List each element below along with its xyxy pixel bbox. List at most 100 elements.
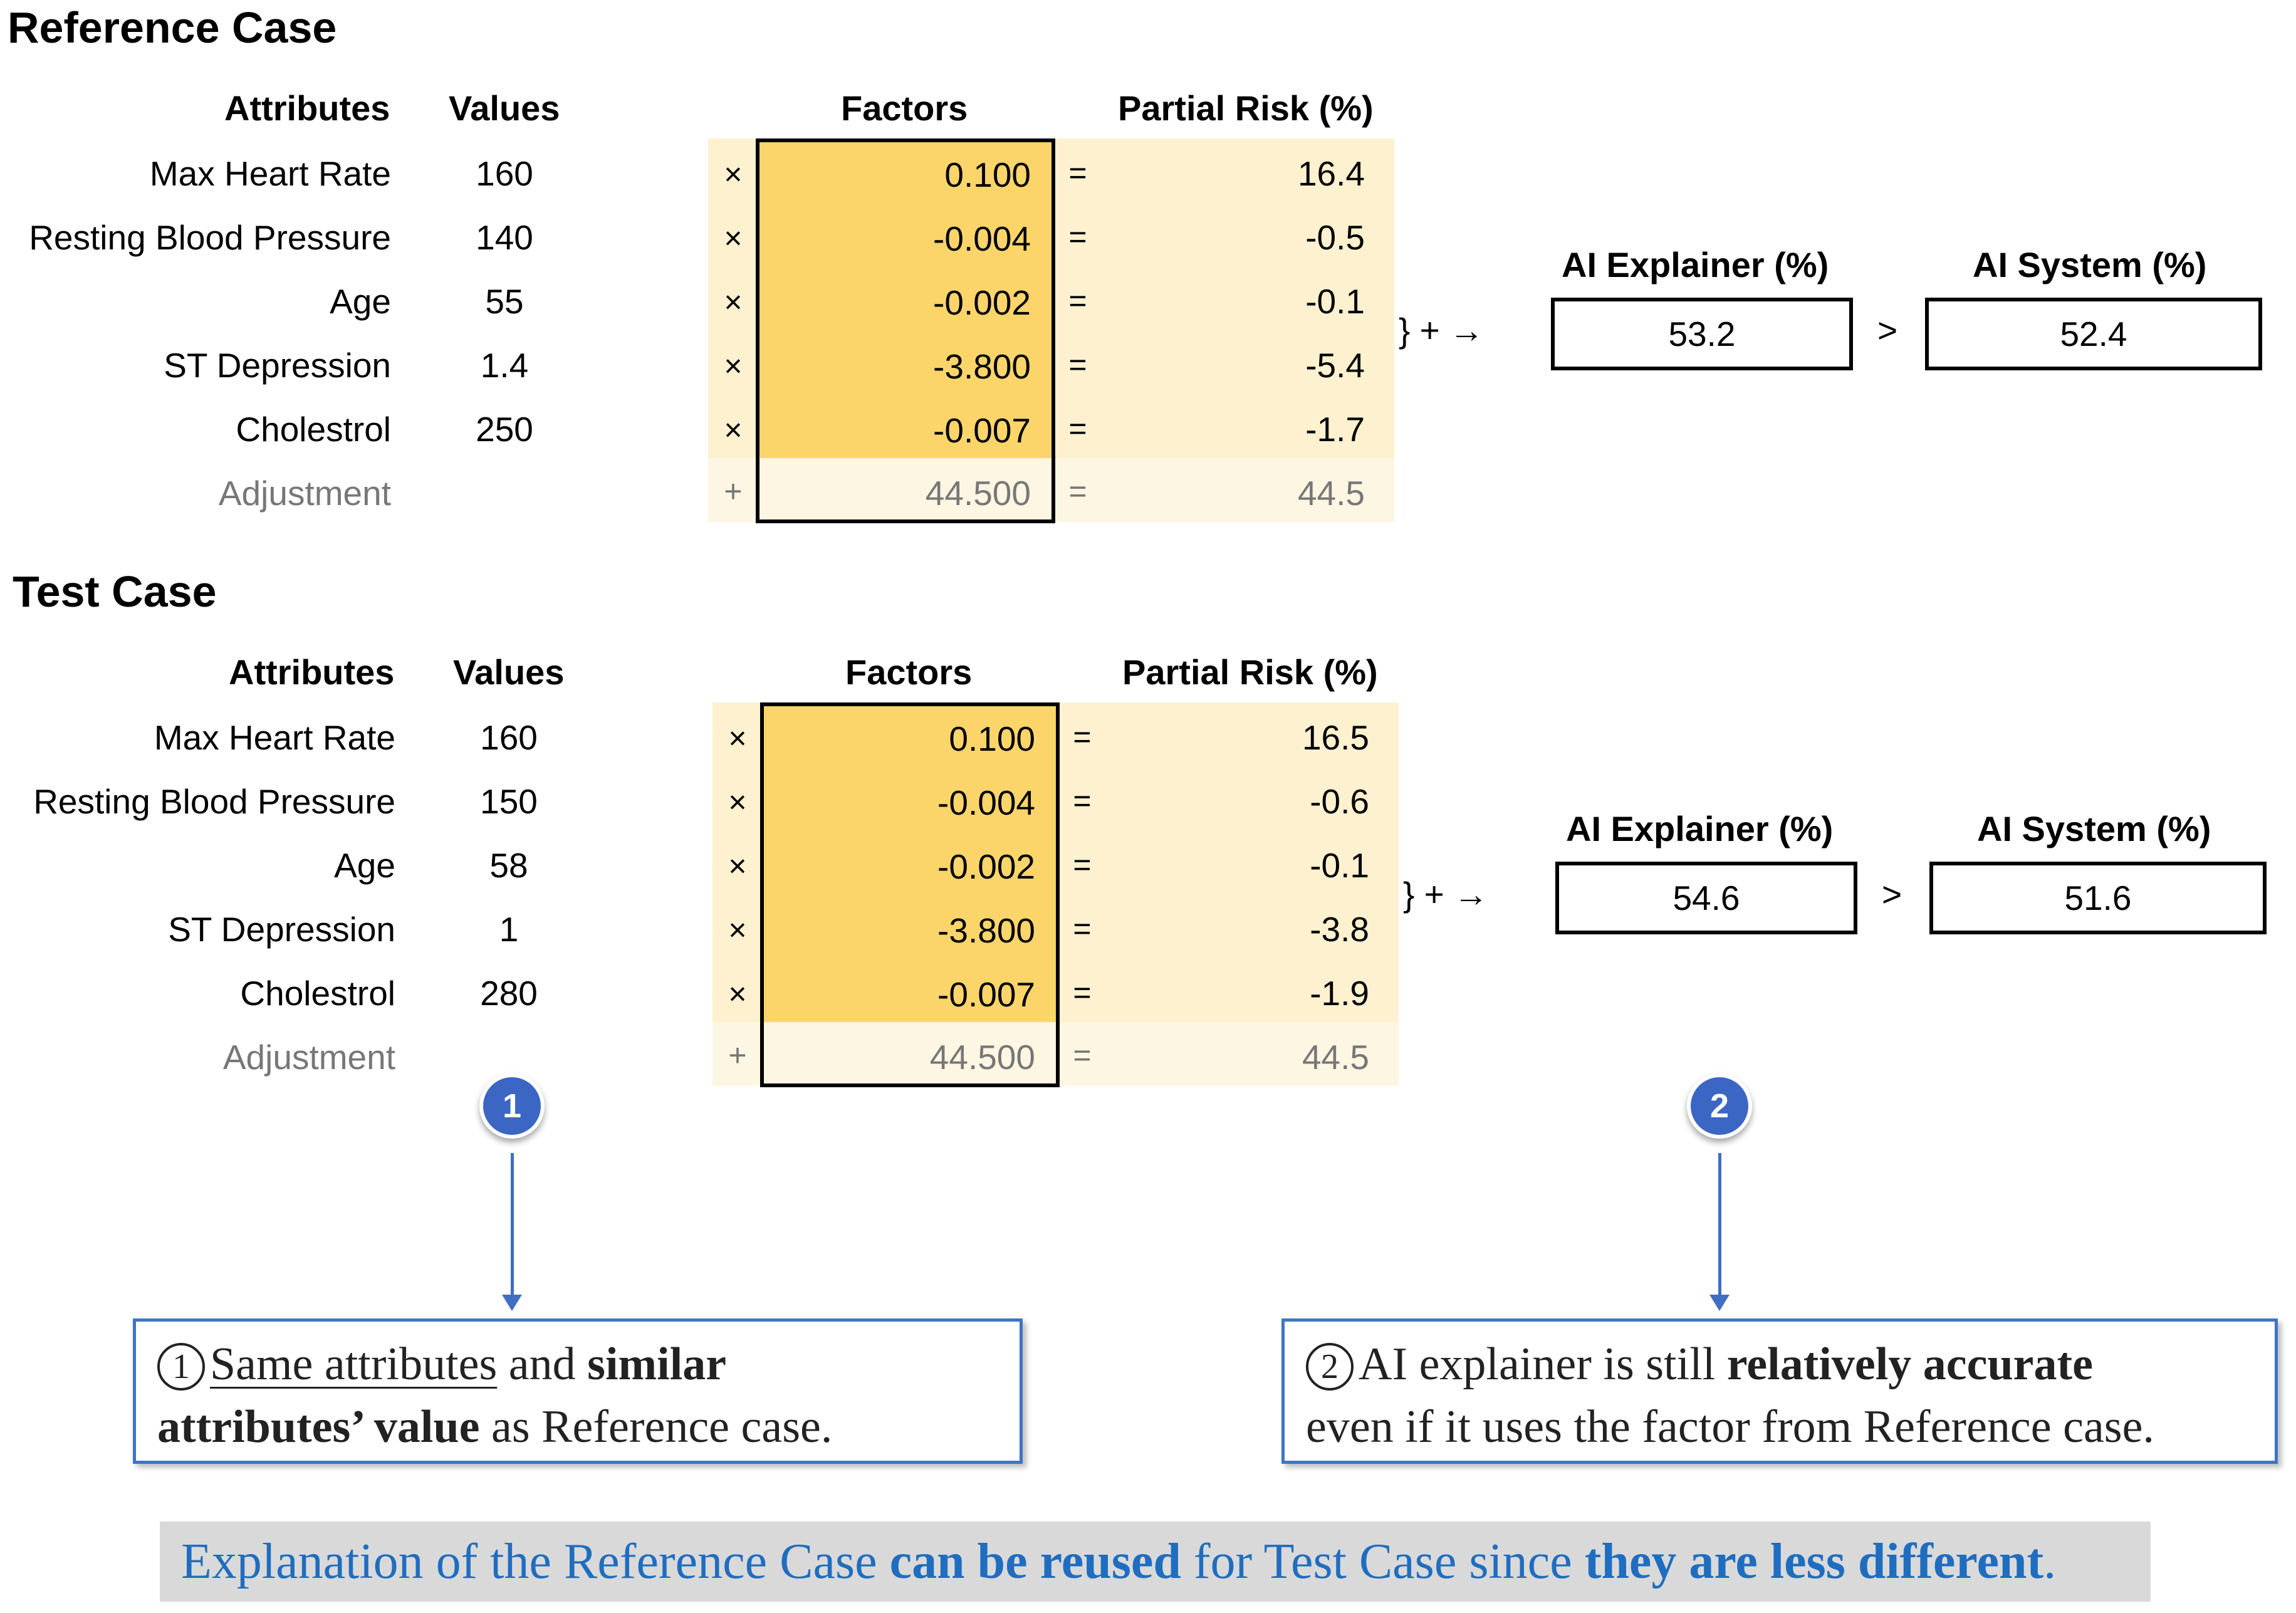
header-values: Values: [453, 652, 565, 692]
attribute-label: Age: [330, 282, 391, 321]
plus-sign: +: [724, 474, 743, 509]
note-text: even if it uses the factor from Referenc…: [1306, 1401, 2154, 1453]
ai-system-label: AI System (%): [1977, 809, 2211, 848]
attribute-label: ST Depression: [164, 346, 391, 385]
note-emphasis: relatively accurate: [1726, 1339, 2093, 1390]
conclusion-emphasis: they are less different: [1584, 1533, 2044, 1589]
attribute-label: Cholestrol: [240, 974, 395, 1013]
equals-sign: =: [1073, 847, 1092, 882]
header-partial-risk: Partial Risk (%): [1118, 88, 1374, 128]
factor-column-bg: [763, 702, 1057, 1022]
adjustment-row-bg: [708, 458, 1394, 522]
multiply-sign: ×: [724, 284, 743, 320]
attribute-value: 280: [480, 974, 538, 1013]
factor-column-frame: [760, 702, 1060, 1087]
note-text: Same attributes: [210, 1339, 498, 1390]
multiply-sign: ×: [728, 912, 747, 947]
ai-explainer-value: 53.2: [1551, 298, 1853, 370]
partial-risk-value: -1.9: [1310, 974, 1369, 1013]
factor-column-bg: [758, 138, 1053, 458]
arrow-head: [502, 1295, 522, 1311]
attribute-label: Max Heart Rate: [154, 718, 395, 757]
factor-value: -0.004: [937, 783, 1035, 822]
partial-risk-value: -0.5: [1305, 218, 1365, 257]
op-column-bg: [708, 138, 758, 458]
conclusion-text: for Test Case since: [1193, 1533, 1572, 1589]
equals-sign: =: [1068, 283, 1087, 318]
attribute-label: Resting Blood Pressure: [33, 782, 395, 821]
attribute-label: Age: [334, 846, 395, 885]
note-text: and: [497, 1339, 588, 1390]
sum-arrow: } + →: [1399, 311, 1485, 350]
multiply-sign: ×: [724, 412, 743, 447]
ai-system-label: AI System (%): [1973, 245, 2207, 284]
adjustment-factor: 44.500: [925, 474, 1031, 513]
attribute-label: Cholestrol: [236, 410, 391, 449]
header-values: Values: [449, 88, 560, 128]
ai-explainer-label: AI Explainer (%): [1562, 245, 1829, 284]
attribute-value: 55: [485, 282, 524, 321]
adjustment-row-bg: [712, 1022, 1399, 1086]
attribute-label: ST Depression: [168, 910, 395, 949]
attribute-value: 1.4: [480, 346, 529, 385]
partial-risk-value: -1.7: [1305, 410, 1365, 449]
factor-value: -3.800: [937, 911, 1035, 950]
header-factors: Factors: [845, 652, 973, 692]
partial-risk-value: -3.8: [1310, 910, 1369, 949]
attribute-value: 150: [480, 782, 538, 821]
equals-sign: =: [1073, 911, 1092, 946]
factor-column-frame: [756, 138, 1055, 523]
conclusion-emphasis: can be reused: [889, 1533, 1181, 1589]
adjustment-label: Adjustment: [222, 1038, 395, 1077]
note-same-attributes: 1 Same attributes and similar attributes’…: [133, 1318, 1023, 1464]
attribute-label: Resting Blood Pressure: [29, 218, 391, 257]
equals-sign: =: [1068, 347, 1087, 382]
partial-risk-value: -5.4: [1305, 346, 1365, 385]
header-attributes: Attributes: [224, 88, 390, 128]
partial-risk-value: 16.4: [1297, 154, 1365, 193]
adjustment-factor: 44.500: [929, 1038, 1035, 1077]
partial-risk-value: -0.1: [1310, 846, 1369, 885]
attribute-value: 160: [480, 718, 538, 757]
equals-sign: =: [1073, 783, 1092, 818]
attribute-label: Max Heart Rate: [149, 154, 391, 193]
multiply-sign: ×: [724, 348, 743, 384]
section-title: Test Case: [13, 567, 217, 616]
greater-than-sign: >: [1882, 875, 1902, 914]
attribute-value: 1: [499, 910, 519, 949]
greater-than-sign: >: [1877, 311, 1898, 350]
factor-value: -0.004: [933, 219, 1031, 258]
equals-sign: =: [1073, 975, 1092, 1010]
attribute-value: 160: [476, 154, 533, 193]
note-emphasis: attributes’ value: [157, 1401, 480, 1453]
multiply-sign: ×: [728, 785, 747, 820]
factor-value: -0.002: [937, 847, 1035, 886]
note-explainer-accuracy: 2 AI explainer is still relatively accura…: [1281, 1318, 2278, 1464]
equals-sign: =: [1073, 1038, 1092, 1073]
multiply-sign: ×: [724, 221, 743, 256]
factor-value: -0.007: [933, 411, 1031, 450]
risk-column-bg: [1053, 138, 1394, 458]
ai-explainer-label: AI Explainer (%): [1566, 809, 1834, 848]
equals-sign: =: [1068, 219, 1087, 254]
factor-value: 0.100: [944, 155, 1031, 194]
note-number-2: 2: [1306, 1343, 1354, 1391]
risk-column-bg: [1057, 702, 1399, 1022]
header-attributes: Attributes: [229, 652, 395, 692]
attribute-value: 250: [476, 410, 533, 449]
attribute-value: 58: [489, 846, 528, 885]
header-partial-risk: Partial Risk (%): [1122, 652, 1378, 692]
factor-value: -0.007: [937, 975, 1035, 1014]
sum-arrow: } + →: [1403, 875, 1489, 914]
equals-sign: =: [1068, 155, 1087, 191]
adjustment-risk: 44.5: [1297, 474, 1365, 513]
factor-value: -3.800: [933, 347, 1031, 386]
header-factors: Factors: [841, 88, 968, 128]
partial-risk-value: -0.6: [1310, 782, 1369, 821]
conclusion-banner: Explanation of the Reference Case can be…: [160, 1522, 2151, 1602]
ai-explainer-value: 54.6: [1555, 862, 1857, 934]
arrow-head: [1709, 1295, 1730, 1311]
conclusion-text: .: [2043, 1533, 2057, 1589]
step-badge-1: 1: [479, 1073, 545, 1139]
